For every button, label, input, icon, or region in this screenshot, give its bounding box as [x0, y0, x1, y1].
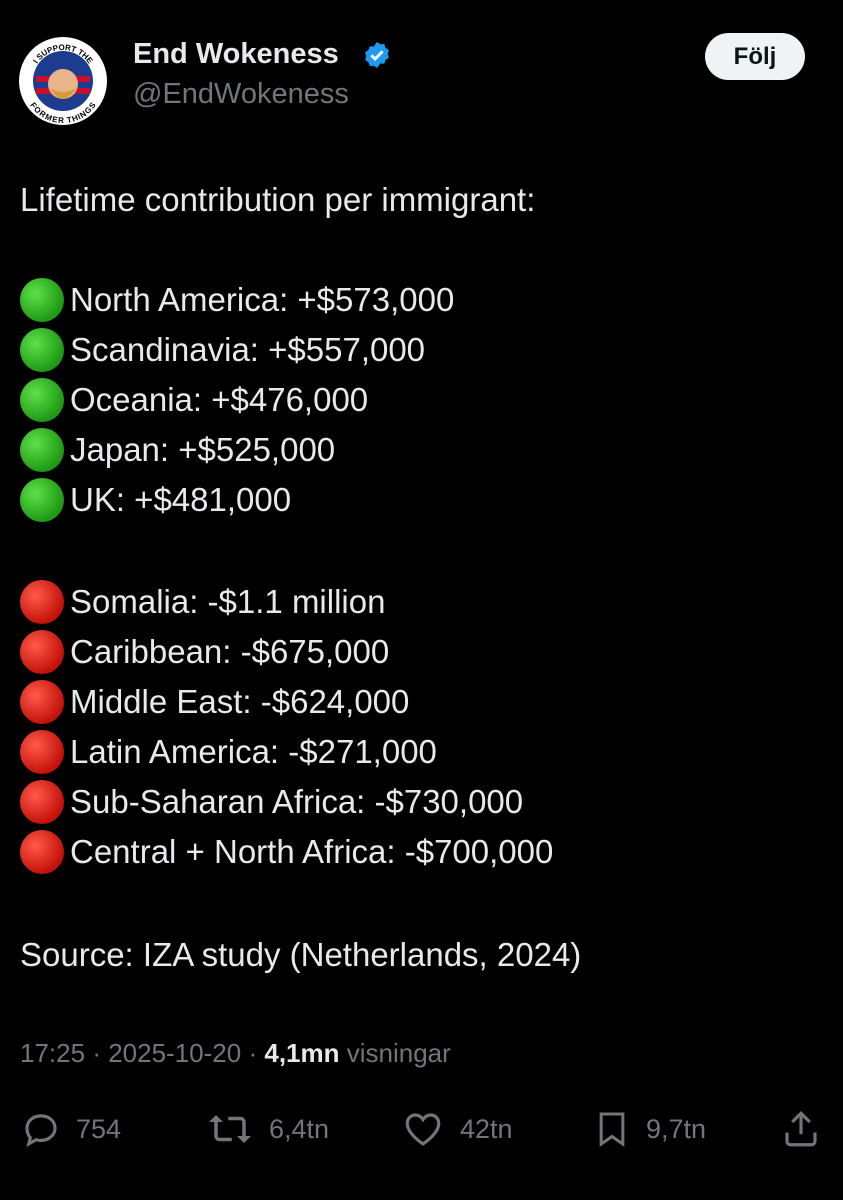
- emoji-circle: [20, 580, 64, 624]
- positive-line: Oceania: +$476,000: [20, 375, 368, 425]
- like-count: 42tn: [460, 1113, 513, 1144]
- emoji-circle: [20, 378, 64, 422]
- emoji-circle: [20, 680, 64, 724]
- tweet-meta: 17:25 · 2025-10-20 · 4,1mn visningar: [20, 1038, 451, 1069]
- bookmark-button[interactable]: 9,7tn: [592, 1108, 706, 1150]
- emoji-circle: [20, 478, 64, 522]
- bookmark-count: 9,7tn: [646, 1113, 707, 1144]
- line-text: Somalia: -$1.1 million: [70, 583, 386, 620]
- line-text: Scandinavia: +$557,000: [70, 331, 426, 368]
- views: 4,1mn: [264, 1038, 340, 1068]
- negative-line: Latin America: -$271,000: [20, 727, 437, 777]
- date: 2025-10-20: [108, 1038, 242, 1068]
- line-text: UK: +$481,000: [70, 481, 292, 518]
- emoji-circle: [20, 428, 64, 472]
- verified-badge: [365, 41, 389, 69]
- positive-line: North America: +$573,000: [20, 275, 454, 325]
- separator: ·: [92, 1038, 101, 1068]
- follow-button[interactable]: Följ: [705, 33, 805, 80]
- negative-line: Somalia: -$1.1 million: [20, 577, 385, 627]
- emoji-circle: [20, 730, 64, 774]
- separator: ·: [248, 1038, 258, 1068]
- emoji-circle: [20, 830, 64, 874]
- reply-count: 754: [76, 1113, 122, 1144]
- line-text: Middle East: -$624,000: [70, 683, 410, 720]
- line-text: North America: +$573,000: [70, 281, 455, 318]
- repost-count: 6,4tn: [269, 1113, 330, 1144]
- line-text: Japan: +$525,000: [70, 431, 336, 468]
- negative-line: Middle East: -$624,000: [20, 677, 409, 727]
- positive-line: Scandinavia: +$557,000: [20, 325, 425, 375]
- line-text: Central + North Africa: -$700,000: [70, 833, 554, 870]
- positive-line: Japan: +$525,000: [20, 425, 335, 475]
- negative-line: Sub-Saharan Africa: -$730,000: [20, 777, 523, 827]
- line-text: Sub-Saharan Africa: -$730,000: [70, 783, 524, 820]
- line-text: Oceania: +$476,000: [70, 381, 369, 418]
- emoji-circle: [20, 328, 64, 372]
- tweet-source: Source: IZA study (Netherlands, 2024): [20, 936, 582, 973]
- avatar[interactable]: I SUPPORT THE FORMER THINGS: [18, 36, 108, 126]
- share-button[interactable]: [780, 1108, 836, 1150]
- negative-line: Central + North Africa: -$700,000: [20, 827, 553, 877]
- repost-button[interactable]: 6,4tn: [205, 1108, 329, 1150]
- like-button[interactable]: 42tn: [400, 1108, 513, 1150]
- line-text: Caribbean: -$675,000: [70, 633, 390, 670]
- author-handle[interactable]: @EndWokeness: [133, 78, 349, 110]
- tweet-intro: Lifetime contribution per immigrant:: [20, 181, 536, 218]
- line-text: Latin America: -$271,000: [70, 733, 437, 770]
- negative-line: Caribbean: -$675,000: [20, 627, 389, 677]
- views-label: visningar: [346, 1038, 451, 1068]
- emoji-circle: [20, 278, 64, 322]
- time: 17:25: [20, 1038, 86, 1068]
- emoji-circle: [20, 630, 64, 674]
- author-name[interactable]: End Wokeness: [133, 38, 339, 70]
- emoji-circle: [20, 780, 64, 824]
- positive-line: UK: +$481,000: [20, 475, 291, 525]
- reply-button[interactable]: 754: [20, 1108, 121, 1150]
